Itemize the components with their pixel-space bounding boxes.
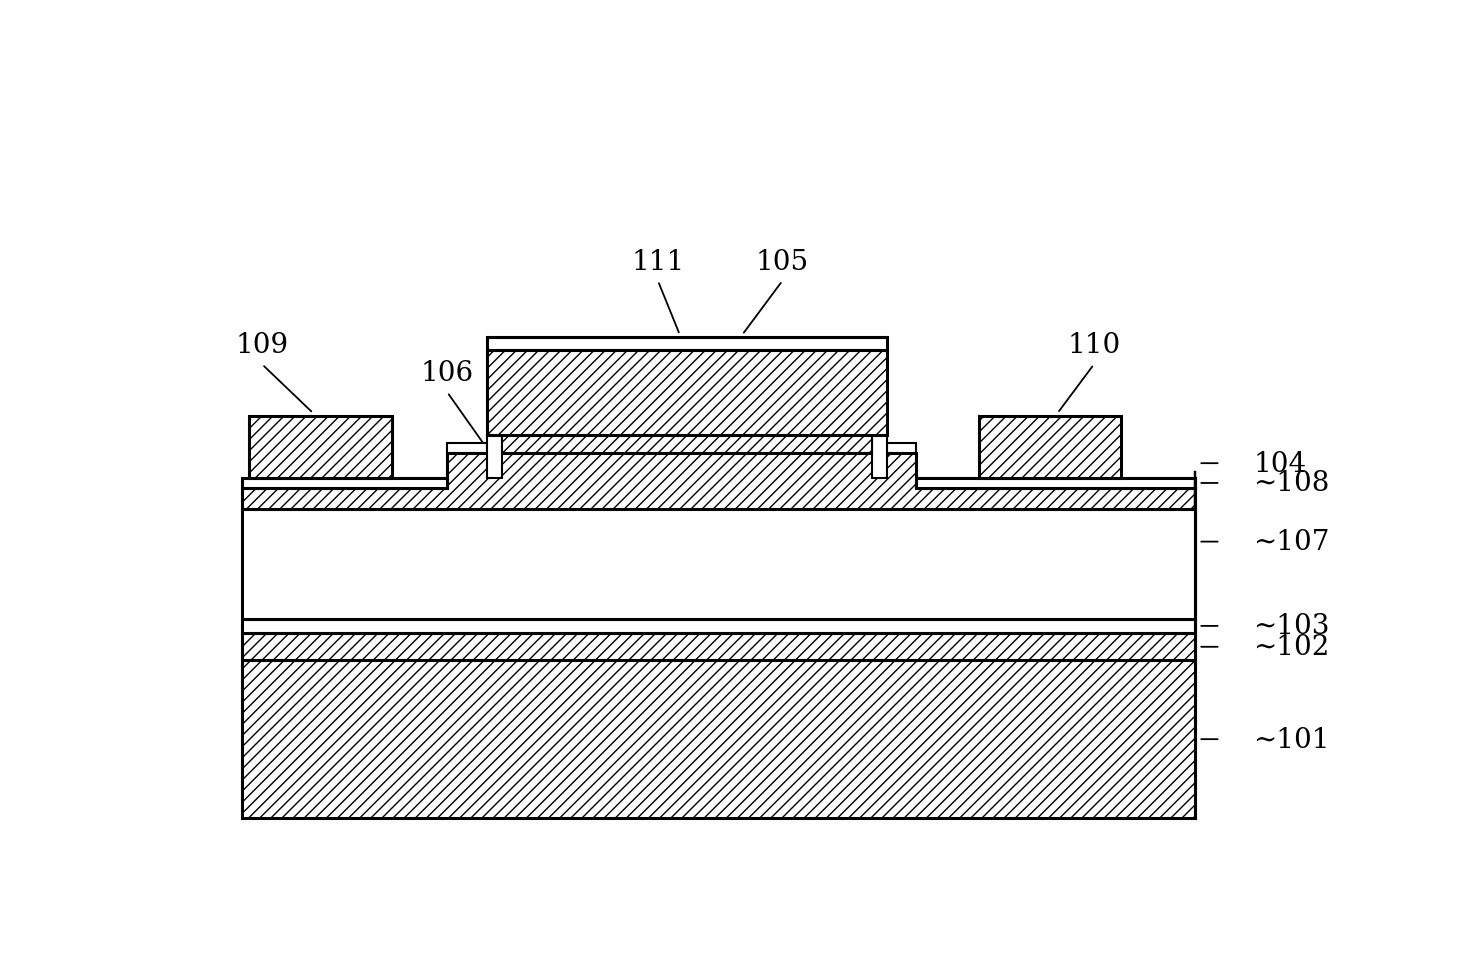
Bar bbox=[501, 436, 872, 454]
Text: 111: 111 bbox=[632, 249, 685, 275]
Bar bbox=[487, 436, 501, 478]
Bar bbox=[249, 416, 391, 478]
Bar bbox=[447, 443, 487, 454]
Text: ∼108: ∼108 bbox=[1253, 470, 1330, 497]
Bar bbox=[242, 618, 1195, 634]
Polygon shape bbox=[242, 474, 1195, 618]
Text: 104: 104 bbox=[1253, 450, 1306, 477]
Bar bbox=[242, 478, 447, 489]
Text: 110: 110 bbox=[1067, 332, 1120, 359]
Text: ∼107: ∼107 bbox=[1253, 529, 1330, 556]
Bar bbox=[242, 634, 1195, 660]
Text: 106: 106 bbox=[421, 360, 474, 387]
Text: ∼102: ∼102 bbox=[1253, 634, 1330, 660]
Bar bbox=[487, 337, 887, 351]
Text: 105: 105 bbox=[756, 249, 809, 275]
Bar bbox=[916, 478, 1195, 489]
Text: 109: 109 bbox=[236, 332, 289, 359]
Bar bbox=[872, 436, 887, 478]
Text: ∼101: ∼101 bbox=[1253, 726, 1330, 753]
Bar bbox=[887, 443, 916, 454]
Bar bbox=[979, 416, 1121, 478]
Polygon shape bbox=[242, 454, 1195, 509]
Bar bbox=[487, 351, 887, 436]
Text: ∼103: ∼103 bbox=[1253, 613, 1330, 639]
Bar bbox=[242, 660, 1195, 818]
